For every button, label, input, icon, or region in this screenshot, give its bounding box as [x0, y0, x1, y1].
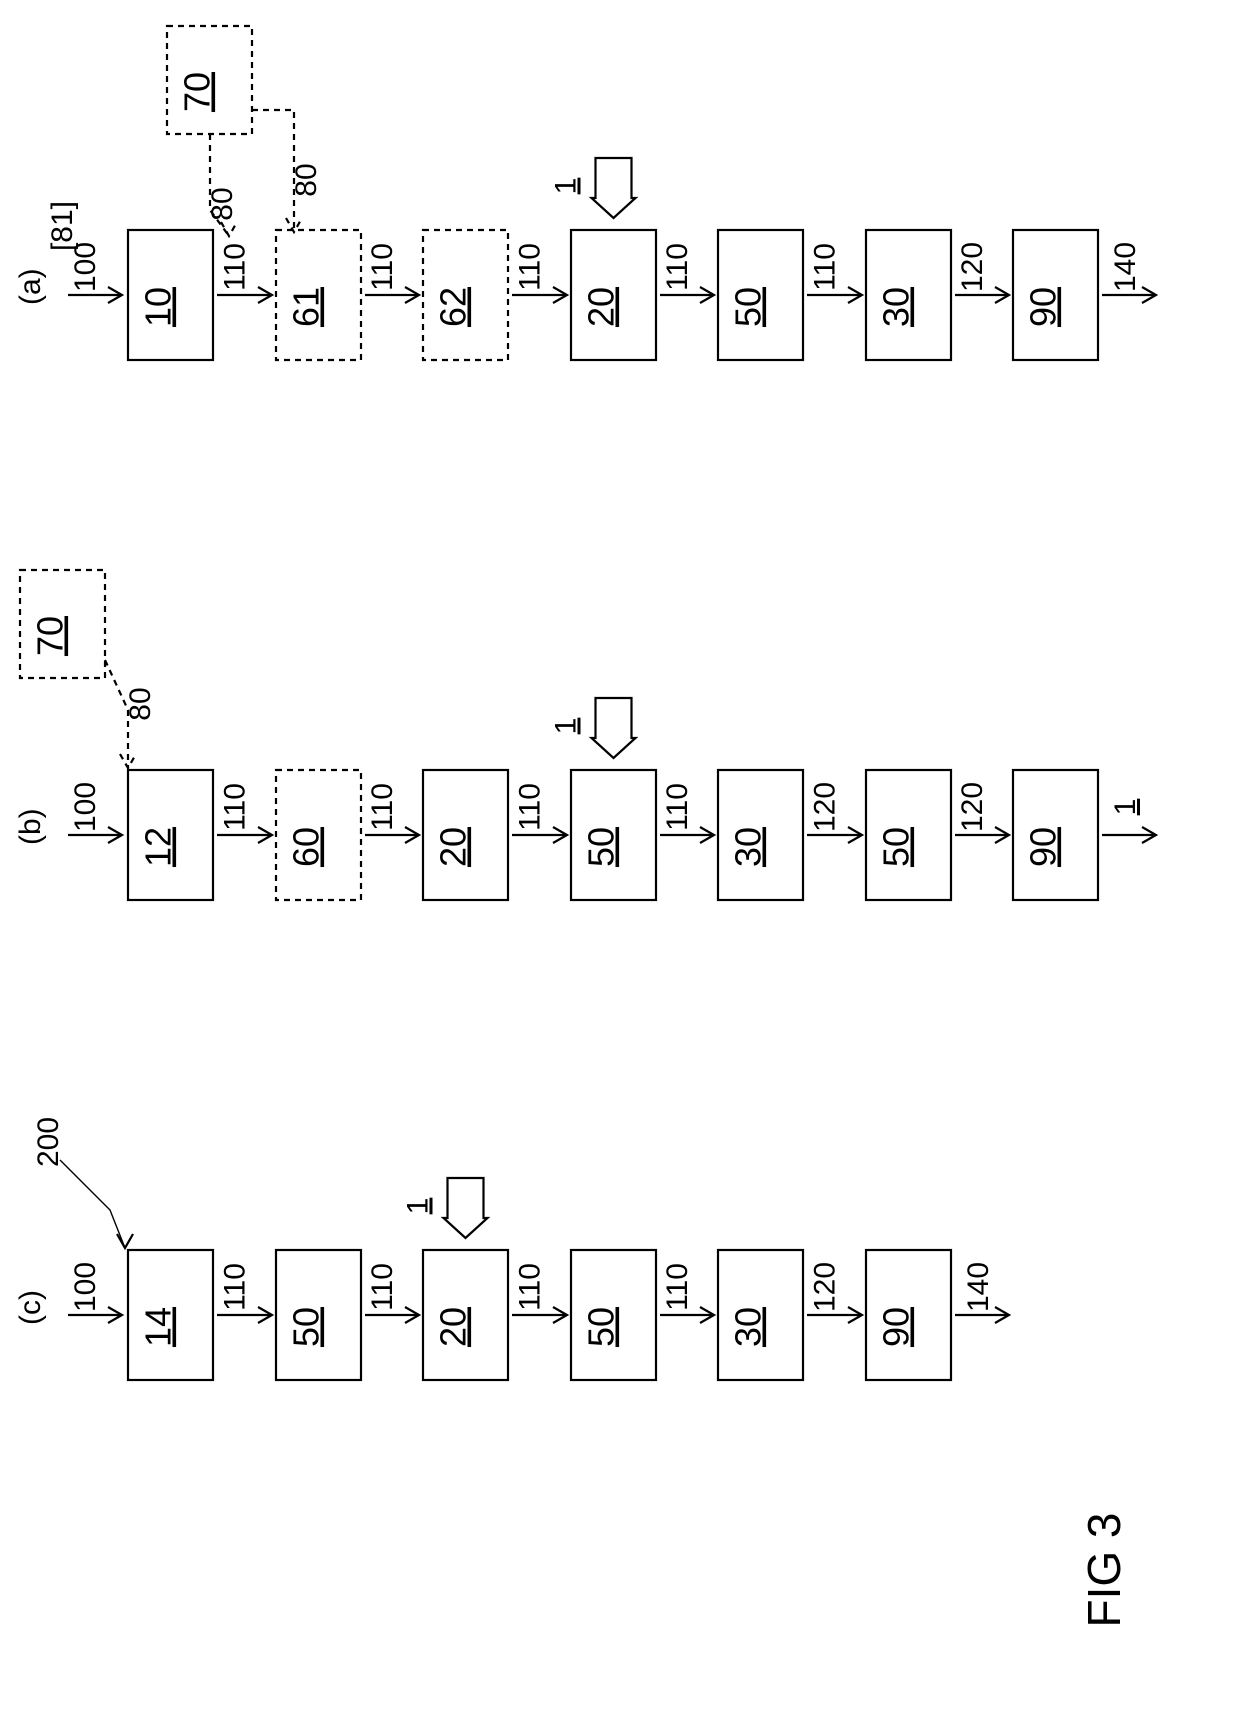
svg-text:140: 140 — [962, 1262, 995, 1312]
flow-box-label: 90 — [876, 1307, 917, 1347]
svg-text:100: 100 — [69, 1262, 102, 1312]
svg-text:110: 110 — [809, 243, 842, 291]
svg-text:80: 80 — [206, 187, 239, 220]
svg-text:120: 120 — [809, 1262, 842, 1312]
svg-text:110: 110 — [219, 783, 252, 831]
svg-text:120: 120 — [956, 782, 989, 832]
flow-box-label: 20 — [433, 827, 474, 867]
svg-text:100: 100 — [69, 242, 102, 292]
svg-text:70: 70 — [177, 72, 218, 112]
flow-box-label: 30 — [876, 287, 917, 327]
svg-text:110: 110 — [661, 1263, 694, 1311]
flow-box-label: 30 — [728, 1307, 769, 1347]
flow-box-label: 12 — [138, 827, 179, 867]
svg-text:1: 1 — [1109, 799, 1142, 816]
flow-box-label: 50 — [581, 1307, 622, 1347]
svg-text:110: 110 — [661, 783, 694, 831]
svg-text:110: 110 — [366, 783, 399, 831]
flow-box-label: 20 — [581, 287, 622, 327]
svg-text:110: 110 — [366, 243, 399, 291]
svg-text:200: 200 — [32, 1117, 65, 1167]
svg-text:100: 100 — [69, 782, 102, 832]
flow-box-label: 14 — [138, 1307, 179, 1347]
flow-box-label: 20 — [433, 1307, 474, 1347]
svg-text:(c): (c) — [14, 1290, 47, 1325]
svg-text:70: 70 — [30, 616, 71, 656]
flow-box-label: 90 — [1023, 827, 1064, 867]
svg-text:80: 80 — [124, 687, 157, 720]
svg-text:110: 110 — [514, 243, 547, 291]
flow-box-label: 50 — [581, 827, 622, 867]
flow-box-label: 61 — [286, 287, 327, 327]
svg-text:110: 110 — [514, 1263, 547, 1311]
svg-text:(b): (b) — [14, 808, 47, 845]
flow-box-label: 50 — [876, 827, 917, 867]
svg-text:110: 110 — [661, 243, 694, 291]
svg-text:140: 140 — [1109, 242, 1142, 292]
flow-box-label: 50 — [286, 1307, 327, 1347]
flow-box-label: 60 — [286, 827, 327, 867]
flow-box-label: 90 — [1023, 287, 1064, 327]
svg-text:1: 1 — [402, 1198, 435, 1215]
svg-text:110: 110 — [366, 1263, 399, 1311]
svg-text:(a): (a) — [14, 268, 47, 305]
svg-text:120: 120 — [956, 242, 989, 292]
svg-text:80: 80 — [290, 163, 323, 196]
figure-label: FIG 3 — [1078, 1512, 1130, 1627]
flow-box-label: 50 — [728, 287, 769, 327]
svg-text:110: 110 — [514, 783, 547, 831]
flow-box-label: 30 — [728, 827, 769, 867]
flow-box-label: 10 — [138, 287, 179, 327]
svg-text:110: 110 — [219, 243, 252, 291]
svg-text:1: 1 — [550, 178, 583, 195]
svg-text:110: 110 — [219, 1263, 252, 1311]
flow-box-label: 62 — [433, 287, 474, 327]
svg-text:120: 120 — [809, 782, 842, 832]
svg-text:1: 1 — [550, 718, 583, 735]
